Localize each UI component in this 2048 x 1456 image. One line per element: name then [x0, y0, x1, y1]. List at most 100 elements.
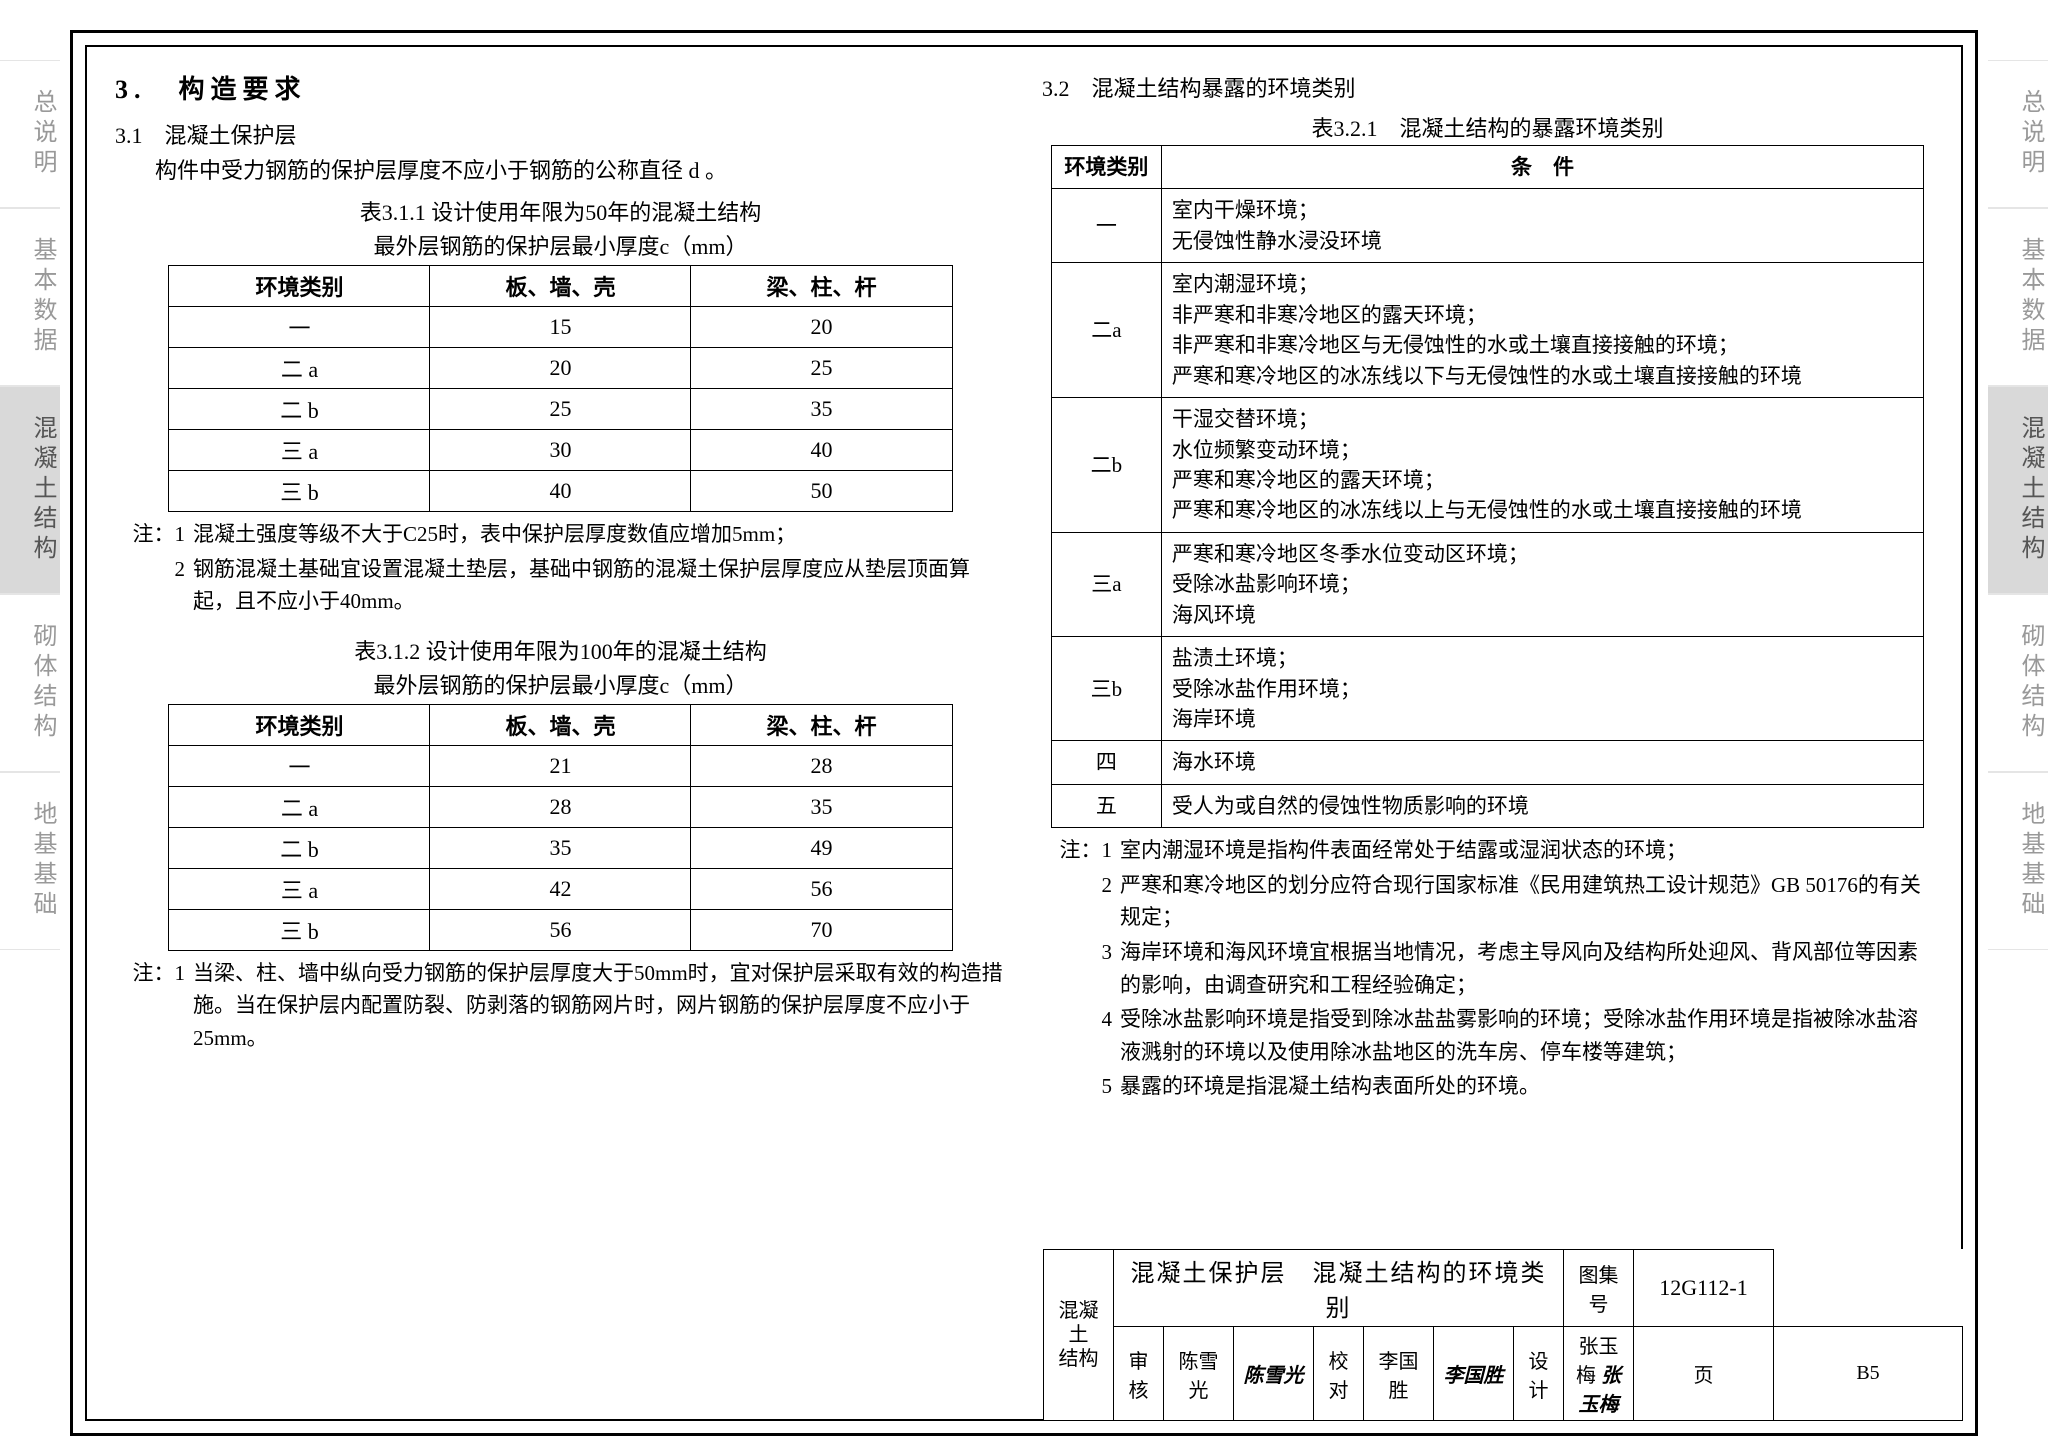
table-cell: 15 [430, 307, 691, 348]
page-label: 页 [1634, 1327, 1774, 1421]
env-cond: 室内干燥环境；无侵蚀性静水浸没环境 [1161, 189, 1923, 263]
left-column: 3. 构造要求 3.1 混凝土保护层 构件中受力钢筋的保护层厚度不应小于钢筋的公… [115, 69, 1006, 1409]
env-cat: 三a [1051, 532, 1161, 636]
notes-311: 注：1混凝土强度等级不大于C25时，表中保护层厚度数值应增加5mm；2钢筋混凝土… [115, 518, 1006, 620]
table-cell: 三 b [169, 471, 430, 512]
design-label: 设计 [1514, 1327, 1564, 1421]
tab-masonry-r[interactable]: 砌体结构 [1988, 594, 2048, 772]
table-cell: 三 a [169, 868, 430, 909]
tab-general[interactable]: 总说明 [0, 60, 60, 208]
page-wrap: 总说明 基本数据 混凝土结构 砌体结构 地基基础 3. 构造要求 3.1 混凝土… [0, 0, 2048, 1456]
tab-concrete[interactable]: 混凝土结构 [0, 386, 60, 594]
check-label: 校对 [1314, 1327, 1364, 1421]
right-column: 3.2 混凝土结构暴露的环境类别 表3.2.1 混凝土结构的暴露环境类别 环境类… [1042, 69, 1933, 1409]
page-no: B5 [1774, 1327, 1963, 1421]
env-cat: 三b [1051, 637, 1161, 741]
table-header: 环境类别 [1051, 146, 1161, 189]
review-sig: 陈雪光 [1234, 1327, 1314, 1421]
table-cell: 28 [430, 786, 691, 827]
table-cell: 二 b [169, 827, 430, 868]
atlas-no: 12G112-1 [1634, 1250, 1774, 1327]
table-cell: 35 [430, 827, 691, 868]
table-cell: 三 b [169, 909, 430, 950]
check-name: 李国胜 [1364, 1327, 1434, 1421]
tab-concrete-r[interactable]: 混凝土结构 [1988, 386, 2048, 594]
table-cell: 56 [430, 909, 691, 950]
review-name: 陈雪光 [1164, 1327, 1234, 1421]
left-side-tabs: 总说明 基本数据 混凝土结构 砌体结构 地基基础 [0, 0, 60, 1456]
note-label: 4 [1042, 1003, 1112, 1068]
table-cell: 一 [169, 745, 430, 786]
section-3-1-title: 3.1 混凝土保护层 [115, 118, 1006, 150]
table-cell: 二 b [169, 389, 430, 430]
table-header: 环境类别 [169, 704, 430, 745]
note-label: 3 [1042, 936, 1112, 1001]
design-name: 张玉梅 张玉梅 [1564, 1327, 1634, 1421]
env-cat: 一 [1051, 189, 1161, 263]
table-312-sub: 最外层钢筋的保护层最小厚度c（mm） [115, 668, 1006, 700]
notes-321: 注：1室内潮湿环境是指构件表面经常处于结露或湿润状态的环境；2严寒和寒冷地区的划… [1042, 834, 1933, 1104]
table-cell: 21 [430, 745, 691, 786]
env-cond: 室内潮湿环境；非严寒和非寒冷地区的露天环境；非严寒和非寒冷地区与无侵蚀性的水或土… [1161, 263, 1923, 398]
env-cond: 严寒和寒冷地区冬季水位变动区环境；受除冰盐影响环境；海风环境 [1161, 532, 1923, 636]
table-cell: 三 a [169, 430, 430, 471]
table-cell: 25 [691, 348, 952, 389]
env-cat: 二b [1051, 398, 1161, 533]
table-312-caption: 表3.1.2 设计使用年限为100年的混凝土结构 [115, 634, 1006, 666]
note-text: 室内潮湿环境是指构件表面经常处于结露或湿润状态的环境； [1120, 834, 1933, 867]
table-cell: 35 [691, 786, 952, 827]
table-321: 环境类别 条 件 一室内干燥环境；无侵蚀性静水浸没环境二a室内潮湿环境；非严寒和… [1051, 145, 1924, 828]
table-311: 环境类别 板、墙、壳 梁、柱、杆 一1520二 a2025二 b2535三 a3… [168, 265, 952, 512]
tab-basicdata-r[interactable]: 基本数据 [1988, 208, 2048, 386]
section-3-title: 3. 构造要求 [115, 69, 1006, 106]
env-cond: 海水环境 [1161, 741, 1923, 784]
section-3-2-title: 3.2 混凝土结构暴露的环境类别 [1042, 71, 1933, 103]
table-cell: 25 [430, 389, 691, 430]
env-cond: 干湿交替环境；水位频繁变动环境；严寒和寒冷地区的露天环境；严寒和寒冷地区的冰冻线… [1161, 398, 1923, 533]
table-cell: 49 [691, 827, 952, 868]
note-text: 暴露的环境是指混凝土结构表面所处的环境。 [1120, 1070, 1933, 1103]
env-cond: 盐渍土环境；受除冰盐作用环境；海岸环境 [1161, 637, 1923, 741]
title-main: 混凝土保护层 混凝土结构的环境类别 [1114, 1250, 1564, 1327]
note-label: 2 [115, 553, 185, 618]
note-label: 注：1 [115, 518, 185, 551]
env-cat: 四 [1051, 741, 1161, 784]
tab-basicdata[interactable]: 基本数据 [0, 208, 60, 386]
table-321-caption: 表3.2.1 混凝土结构的暴露环境类别 [1042, 111, 1933, 143]
table-cell: 70 [691, 909, 952, 950]
document-page: 3. 构造要求 3.1 混凝土保护层 构件中受力钢筋的保护层厚度不应小于钢筋的公… [70, 30, 1978, 1436]
note-text: 海岸环境和海风环境宜根据当地情况，考虑主导风向及结构所处迎风、背风部位等因素的影… [1120, 936, 1933, 1001]
table-cell: 40 [430, 471, 691, 512]
page-inner: 3. 构造要求 3.1 混凝土保护层 构件中受力钢筋的保护层厚度不应小于钢筋的公… [85, 45, 1963, 1421]
table-header: 板、墙、壳 [430, 266, 691, 307]
note-text: 受除冰盐影响环境是指受到除冰盐盐雾影响的环境；受除冰盐作用环境是指被除冰盐溶液溅… [1120, 1003, 1933, 1068]
title-block: 混凝土结构 混凝土保护层 混凝土结构的环境类别 图集号 12G112-1 审核 … [1043, 1249, 1963, 1421]
atlas-label: 图集号 [1564, 1250, 1634, 1327]
table-header: 梁、柱、杆 [691, 266, 952, 307]
table-header: 环境类别 [169, 266, 430, 307]
tab-masonry[interactable]: 砌体结构 [0, 594, 60, 772]
table-cell: 二 a [169, 348, 430, 389]
table-cell: 一 [169, 307, 430, 348]
notes-312: 注：1当梁、柱、墙中纵向受力钢筋的保护层厚度大于50mm时，宜对保护层采取有效的… [115, 957, 1006, 1057]
note-label: 注：1 [115, 957, 185, 1055]
table-311-sub: 最外层钢筋的保护层最小厚度c（mm） [115, 229, 1006, 261]
table-cell: 30 [430, 430, 691, 471]
tab-foundation-r[interactable]: 地基基础 [1988, 772, 2048, 950]
table-header: 梁、柱、杆 [691, 704, 952, 745]
note-text: 钢筋混凝土基础宜设置混凝土垫层，基础中钢筋的混凝土保护层厚度应从垫层顶面算起，且… [193, 553, 1006, 618]
check-sig: 李国胜 [1434, 1327, 1514, 1421]
title-side: 混凝土结构 [1044, 1250, 1114, 1421]
env-cat: 二a [1051, 263, 1161, 398]
right-side-tabs: 总说明 基本数据 混凝土结构 砌体结构 地基基础 [1988, 0, 2048, 1456]
tab-foundation[interactable]: 地基基础 [0, 772, 60, 950]
table-cell: 50 [691, 471, 952, 512]
table-cell: 35 [691, 389, 952, 430]
note-label: 5 [1042, 1070, 1112, 1103]
table-312: 环境类别 板、墙、壳 梁、柱、杆 一2128二 a2835二 b3549三 a4… [168, 704, 952, 951]
table-cell: 28 [691, 745, 952, 786]
note-text: 当梁、柱、墙中纵向受力钢筋的保护层厚度大于50mm时，宜对保护层采取有效的构造措… [193, 957, 1006, 1055]
env-cat: 五 [1051, 784, 1161, 827]
tab-general-r[interactable]: 总说明 [1988, 60, 2048, 208]
table-cell: 二 a [169, 786, 430, 827]
